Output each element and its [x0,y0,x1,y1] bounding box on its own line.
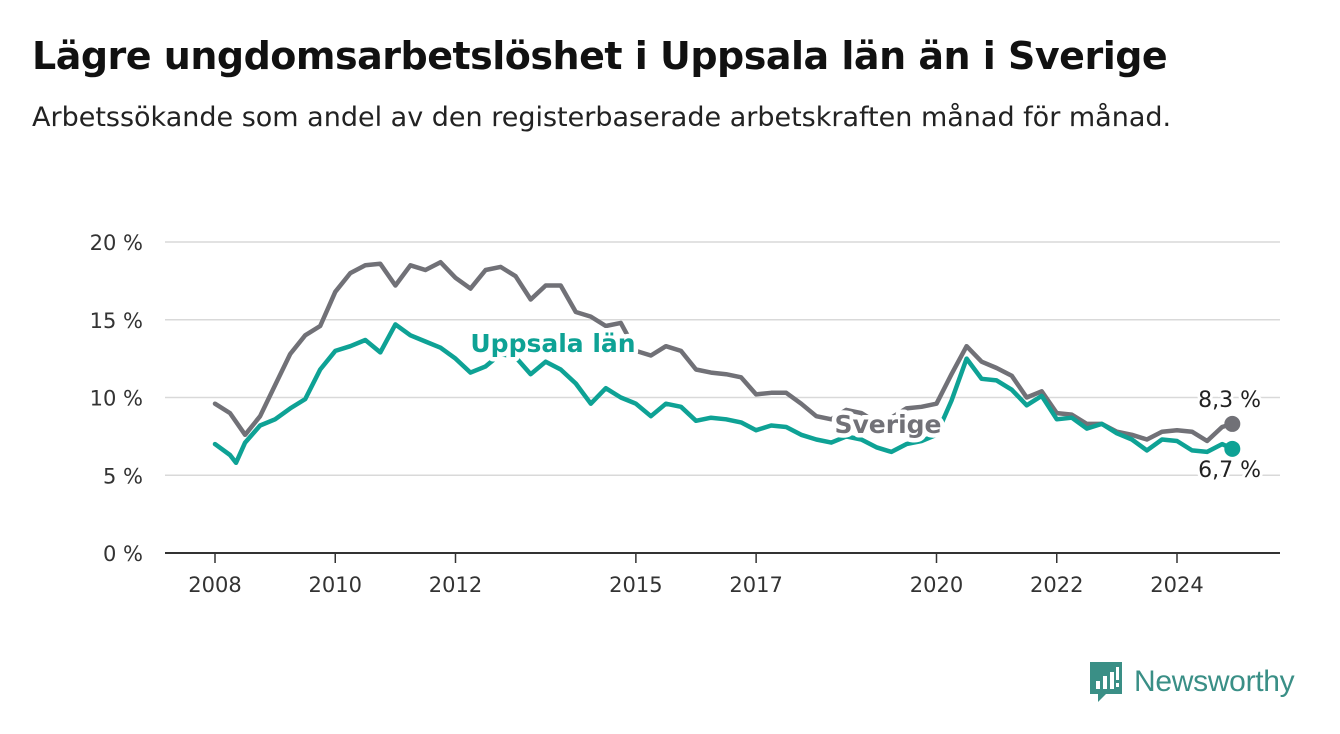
y-tick-label: 10 % [90,387,143,411]
series-labels: Uppsala län Sverige 8,3 % 6,7 % [466,325,1264,487]
newsworthy-logo-icon [1090,662,1122,702]
series-label-uppsala: Uppsala län [470,329,635,358]
x-tick-label: 2015 [609,573,662,597]
y-tick-label: 0 % [103,542,143,566]
x-tick-label: 2012 [429,573,482,597]
x-tick-label: 2008 [188,573,241,597]
x-tick-label: 2024 [1150,573,1203,597]
y-tick-label: 5 % [103,464,143,488]
y-axis-ticks: 0 % 5 % 10 % 15 % 20 % [90,231,143,566]
chart-subtitle: Arbetssökande som andel av den registerb… [32,102,1172,133]
series-end-marker [1224,415,1241,432]
brand-name: Newsworthy [1134,665,1295,698]
brand-logo: Newsworthy [1088,660,1295,704]
grid-lines [165,241,1280,554]
x-tick-label: 2010 [309,573,362,597]
chart-title: Lägre ungdomsarbetslöshet i Uppsala län … [32,34,1168,78]
series-end-marker [1224,440,1241,457]
x-tick-label: 2017 [729,573,782,597]
y-tick-label: 20 % [90,231,143,255]
series-line-sverige [212,259,1235,444]
series-lines [212,259,1241,466]
x-tick-label: 2022 [1030,573,1083,597]
series-label-sverige: Sverige [834,410,941,439]
end-value-label-uppsala: 6,7 % [1198,458,1261,483]
end-value-label-sverige: 8,3 % [1198,388,1261,413]
x-tick-label: 2020 [910,573,963,597]
x-axis-ticks: 2008 2010 2012 2015 2017 2020 2022 2024 [188,553,1204,597]
y-tick-label: 15 % [90,309,143,333]
series-line-uppsala [212,322,1235,466]
